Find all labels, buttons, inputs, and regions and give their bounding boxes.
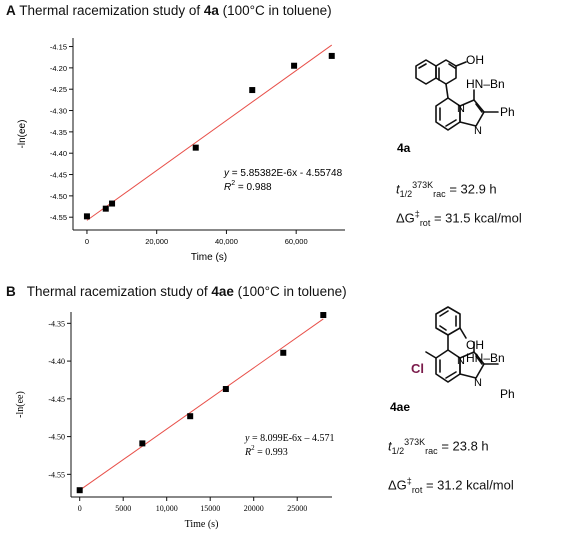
- chart-b-y-tick-label: -4.40: [48, 357, 65, 366]
- chart-a-equation-lhs: y: [223, 168, 230, 179]
- panel-a-title-text: Thermal racemization study of: [19, 3, 204, 18]
- chart-a-data-point: [192, 144, 199, 151]
- chart-b-data-point: [320, 312, 327, 319]
- chart-b-x-tick-label: 15000: [200, 504, 220, 513]
- chart-b-r-squared-sup: 2: [251, 444, 255, 452]
- chart-a-y-tick-label: -4.40: [50, 149, 67, 158]
- panel-a-letter: A: [6, 3, 16, 18]
- structure-4ae-ph: Ph: [500, 387, 515, 401]
- chart-a-y-tick-label: -4.30: [50, 107, 67, 116]
- panel-a-title-compound: 4a: [203, 3, 219, 18]
- chart-b-data-point: [222, 386, 229, 393]
- chart-b-equation-lhs: y: [244, 433, 250, 444]
- structure-4ae-cl: Cl: [411, 361, 424, 376]
- chart-a-equation-rhs: = 5.85382E-6x - 4.55748: [229, 168, 343, 179]
- chart-b-fit-line: [79, 318, 324, 491]
- chart-a-y-tick-label: -4.55: [50, 213, 67, 222]
- chart-a-y-tick-label: -4.50: [50, 192, 67, 201]
- chart-a-data-point: [249, 87, 256, 94]
- chart-a-data-point: [291, 62, 298, 69]
- chart-b-r-squared-label: R: [244, 447, 251, 458]
- chart-a-data-point: [102, 205, 109, 212]
- compound-label-4a: 4a: [397, 141, 411, 155]
- chart-b-y-tick-label: -4.45: [48, 395, 65, 404]
- chart-a-y-tick-label: -4.25: [50, 85, 67, 94]
- chart-b-equation-rhs: = 8.099E-6x – 4.571: [249, 433, 334, 444]
- chart-b-x-tick-label: 0: [78, 504, 82, 513]
- chart-a-data-point: [328, 52, 335, 59]
- structure-4a-nhbn: HN–Bn: [466, 77, 505, 91]
- chart-b-x-tick-label: 5000: [115, 504, 131, 513]
- chart-a-r-squared: R2 = 0.988: [224, 180, 272, 193]
- chart-b-data-point: [280, 349, 287, 356]
- chart-a-fit-line: [86, 44, 333, 221]
- chart-a-r-squared-label: R: [224, 182, 231, 193]
- chart-b-y-tick-label: -4.35: [48, 319, 65, 328]
- panel-b-title-text: Thermal racemization study of: [26, 284, 212, 299]
- structure-4ae-nhbn: HN–Bn: [466, 351, 505, 365]
- chart-b-x-tick-label: 20000: [244, 504, 264, 513]
- panel-b-title-conditions: (100°C in toluene): [233, 284, 347, 299]
- panel-b-title: B Thermal racemization study of 4ae (100…: [6, 284, 347, 299]
- panel-a-title-conditions: (100°C in toluene): [218, 3, 332, 18]
- half-life-4ae: t1/2373Krac = 23.8 h: [388, 437, 489, 456]
- structure-4a-n-bridge: N: [457, 103, 465, 115]
- chart-a-y-axis-label: -ln(ee): [17, 120, 28, 149]
- chart-b-r-squared: R2 = 0.993: [244, 444, 288, 458]
- chart-a-y-tick-label: -4.20: [50, 64, 67, 73]
- chart-a-equation: y = 5.85382E-6x - 4.55748: [223, 168, 343, 179]
- chart-b-x-axis-label: Time (s): [185, 519, 219, 530]
- chart-b-data-point: [76, 487, 83, 494]
- structure-4a-n-ring: N: [474, 125, 482, 137]
- chart-b-y-axis-label: -ln(ee): [15, 391, 26, 418]
- chart-b-r-squared-value: = 0.993: [255, 447, 288, 458]
- panel-b-title-compound: 4ae: [211, 284, 234, 299]
- structure-4a-oh: OH: [466, 53, 484, 67]
- free-energy-4ae: ΔG‡rot = 31.2 kcal/mol: [388, 476, 514, 495]
- chart-a-y-tick-label: -4.15: [50, 43, 67, 52]
- chart-a-x-tick-label: 60,000: [285, 237, 308, 246]
- chart-a-data-point: [109, 200, 116, 207]
- chart-a-x-tick-label: 40,000: [215, 237, 238, 246]
- structure-4ae-n-ring: N: [474, 377, 482, 389]
- chart-a-r-squared-value: = 0.988: [235, 182, 272, 193]
- structure-4a-ph: Ph: [500, 105, 515, 119]
- chart-b-equation: y = 8.099E-6x – 4.571: [244, 433, 335, 444]
- chart-b-data-point: [139, 440, 146, 447]
- panel-a-title: A Thermal racemization study of 4a (100°…: [6, 3, 332, 18]
- chart-a-data-point: [83, 213, 90, 220]
- chart-b-data-point: [187, 413, 194, 420]
- chart-b-x-tick-label: 25000: [287, 504, 307, 513]
- structure-4ae-oh: OH: [466, 338, 484, 352]
- panel-b-letter: B: [6, 284, 16, 299]
- chart-a-y-tick-label: -4.45: [50, 171, 67, 180]
- chart-b-y-tick-label: -4.55: [48, 470, 65, 479]
- chart-a-r-squared-sup: 2: [231, 180, 235, 187]
- chart-b-y-tick-label: -4.50: [48, 433, 65, 442]
- half-life-4a: t1/2373Krac = 32.9 h: [396, 180, 497, 199]
- chart-a-x-axis-label: Time (s): [191, 252, 227, 263]
- chart-a-x-tick-label: 20,000: [145, 237, 168, 246]
- chart-a-x-tick-label: 0: [85, 237, 89, 246]
- chart-a-y-tick-label: -4.35: [50, 128, 67, 137]
- chart-b-x-tick-label: 10,000: [156, 504, 178, 513]
- structure-4ae-n-bridge: N: [457, 355, 465, 367]
- free-energy-4a: ΔG‡rot = 31.5 kcal/mol: [396, 209, 522, 228]
- compound-label-4ae: 4ae: [390, 400, 410, 414]
